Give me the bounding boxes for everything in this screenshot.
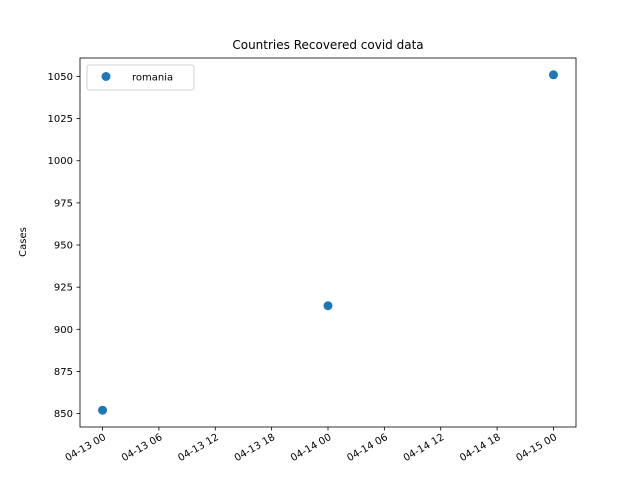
y-tick-label: 950 bbox=[54, 241, 73, 252]
x-tick-label: 04-14 00 bbox=[289, 432, 333, 464]
legend-label: romania bbox=[132, 73, 173, 84]
data-point bbox=[548, 70, 558, 80]
y-axis-label: Cases bbox=[18, 227, 29, 257]
y-tick-label: 1000 bbox=[48, 156, 73, 167]
x-tick-label: 04-14 12 bbox=[402, 432, 446, 464]
y-tick-label: 875 bbox=[54, 367, 73, 378]
y-tick-label: 850 bbox=[54, 409, 73, 420]
y-tick-label: 1025 bbox=[48, 114, 73, 125]
chart-title: Countries Recovered covid data bbox=[232, 38, 423, 52]
y-tick-label: 925 bbox=[54, 283, 73, 294]
data-point bbox=[323, 301, 333, 311]
legend: romania bbox=[86, 64, 195, 91]
y-tick-label: 975 bbox=[54, 198, 73, 209]
legend-marker bbox=[101, 72, 111, 81]
x-tick-label: 04-13 12 bbox=[176, 432, 220, 464]
plot-area: 850 875 900 925 950 975 1000 1025 1050 04-13 00 04… bbox=[48, 70, 559, 464]
plot-frame bbox=[79, 57, 577, 428]
x-tick-label: 04-14 18 bbox=[458, 432, 502, 464]
x-tick-label: 04-14 06 bbox=[345, 432, 389, 464]
x-tick-label: 04-15 00 bbox=[515, 432, 559, 464]
x-tick-label: 04-13 00 bbox=[64, 432, 108, 464]
y-tick-label: 1050 bbox=[48, 72, 73, 83]
data-point bbox=[98, 405, 108, 415]
x-tick-label: 04-13 06 bbox=[120, 432, 164, 464]
y-tick-label: 900 bbox=[54, 325, 73, 336]
x-tick-label: 04-13 18 bbox=[233, 432, 277, 464]
legend-box bbox=[86, 64, 195, 91]
